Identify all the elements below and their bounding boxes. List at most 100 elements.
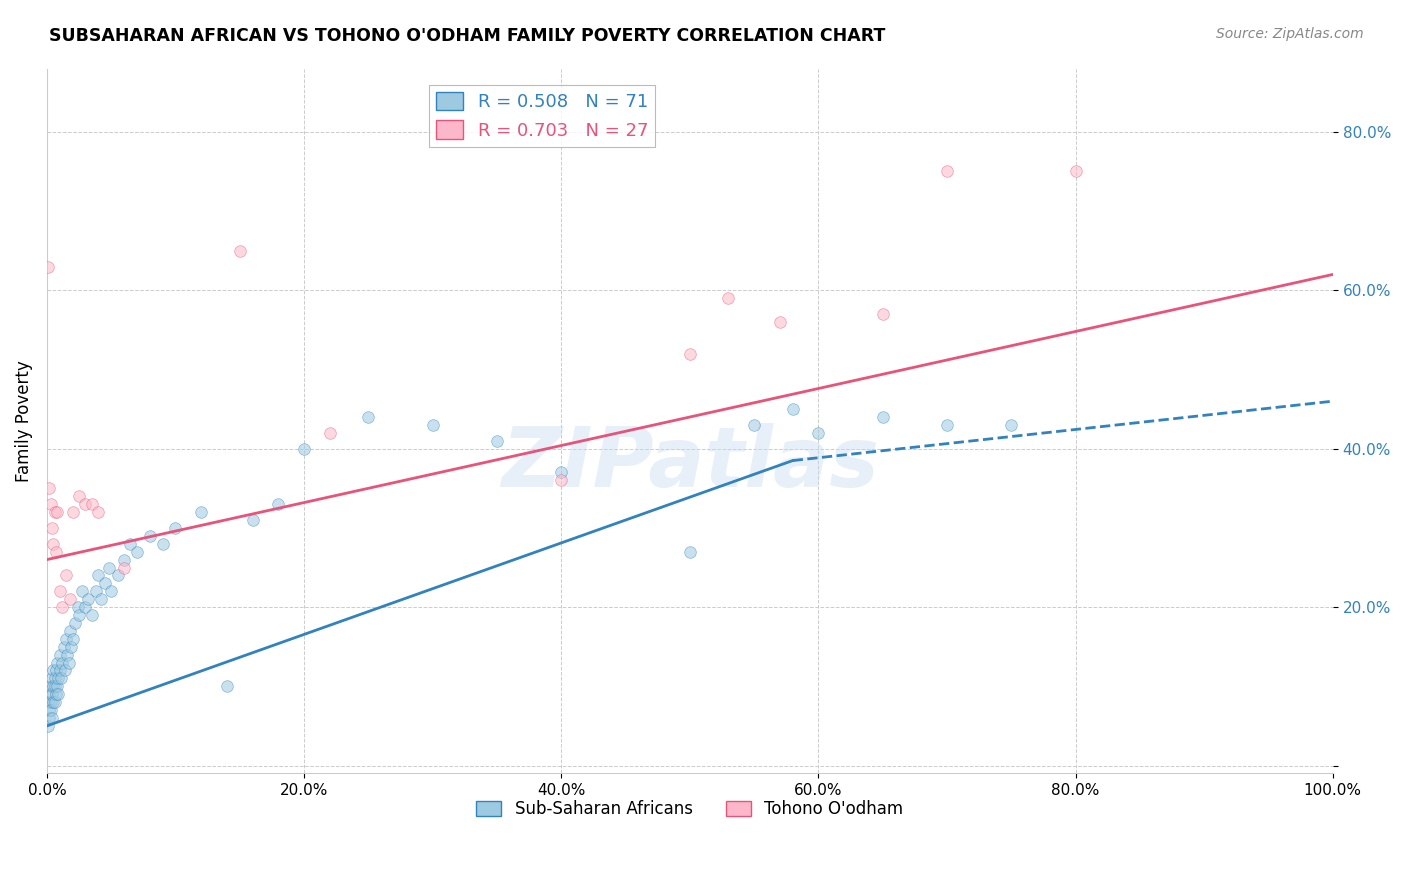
Point bbox=[44, 679, 66, 693]
Point bbox=[39, 679, 62, 693]
Point bbox=[77, 592, 100, 607]
Point bbox=[53, 664, 76, 678]
Point bbox=[807, 425, 830, 440]
Point bbox=[48, 687, 70, 701]
Point bbox=[39, 703, 62, 717]
Point bbox=[60, 640, 83, 654]
Point bbox=[42, 695, 65, 709]
Point bbox=[38, 703, 60, 717]
Point bbox=[75, 497, 97, 511]
Point bbox=[229, 244, 252, 258]
Point bbox=[80, 607, 103, 622]
Point bbox=[769, 315, 792, 329]
Point bbox=[872, 307, 894, 321]
Point bbox=[1000, 417, 1022, 432]
Point bbox=[48, 584, 70, 599]
Point bbox=[112, 552, 135, 566]
Point bbox=[48, 672, 70, 686]
Point bbox=[48, 648, 70, 662]
Point bbox=[125, 544, 148, 558]
Point bbox=[485, 434, 508, 448]
Y-axis label: Family Poverty: Family Poverty bbox=[15, 360, 32, 482]
Point bbox=[37, 719, 59, 733]
Point bbox=[51, 656, 73, 670]
Point bbox=[42, 664, 65, 678]
Point bbox=[679, 346, 702, 360]
Point bbox=[45, 544, 67, 558]
Point bbox=[267, 497, 290, 511]
Point bbox=[41, 672, 63, 686]
Point bbox=[94, 576, 117, 591]
Point bbox=[215, 679, 238, 693]
Point bbox=[39, 497, 62, 511]
Point bbox=[45, 687, 67, 701]
Point bbox=[38, 481, 60, 495]
Point bbox=[872, 410, 894, 425]
Point bbox=[37, 695, 59, 709]
Point bbox=[550, 466, 572, 480]
Point bbox=[37, 260, 59, 274]
Legend: Sub-Saharan Africans, Tohono O'odham: Sub-Saharan Africans, Tohono O'odham bbox=[470, 794, 910, 825]
Point bbox=[97, 560, 120, 574]
Point bbox=[58, 656, 80, 670]
Point bbox=[48, 664, 70, 678]
Point bbox=[66, 600, 89, 615]
Point bbox=[120, 537, 142, 551]
Point bbox=[1064, 164, 1087, 178]
Point bbox=[679, 544, 702, 558]
Point bbox=[87, 568, 110, 582]
Point bbox=[42, 679, 65, 693]
Text: Source: ZipAtlas.com: Source: ZipAtlas.com bbox=[1216, 27, 1364, 41]
Point bbox=[936, 417, 959, 432]
Point bbox=[46, 505, 69, 519]
Point bbox=[112, 560, 135, 574]
Point bbox=[292, 442, 315, 456]
Point bbox=[63, 615, 86, 630]
Point bbox=[782, 402, 804, 417]
Point bbox=[84, 584, 107, 599]
Point bbox=[52, 640, 75, 654]
Point bbox=[717, 291, 740, 305]
Point bbox=[190, 505, 212, 519]
Point bbox=[46, 656, 69, 670]
Point bbox=[44, 505, 66, 519]
Point bbox=[55, 632, 77, 646]
Point bbox=[49, 672, 72, 686]
Point bbox=[62, 505, 84, 519]
Point bbox=[41, 687, 63, 701]
Point bbox=[51, 600, 73, 615]
Point bbox=[56, 648, 79, 662]
Point bbox=[55, 568, 77, 582]
Point bbox=[46, 679, 69, 693]
Point bbox=[319, 425, 342, 440]
Point bbox=[75, 600, 97, 615]
Point bbox=[41, 521, 63, 535]
Point bbox=[90, 592, 112, 607]
Point bbox=[67, 607, 90, 622]
Point bbox=[742, 417, 765, 432]
Point bbox=[550, 474, 572, 488]
Point bbox=[107, 568, 129, 582]
Text: ZIPatlas: ZIPatlas bbox=[501, 423, 879, 504]
Point bbox=[357, 410, 380, 425]
Point bbox=[422, 417, 444, 432]
Point bbox=[139, 529, 162, 543]
Point bbox=[45, 664, 67, 678]
Point bbox=[59, 624, 82, 638]
Point bbox=[242, 513, 264, 527]
Point bbox=[165, 521, 187, 535]
Text: SUBSAHARAN AFRICAN VS TOHONO O'ODHAM FAMILY POVERTY CORRELATION CHART: SUBSAHARAN AFRICAN VS TOHONO O'ODHAM FAM… bbox=[49, 27, 886, 45]
Point bbox=[41, 711, 63, 725]
Point bbox=[44, 672, 66, 686]
Point bbox=[62, 632, 84, 646]
Point bbox=[80, 497, 103, 511]
Point bbox=[100, 584, 122, 599]
Point bbox=[87, 505, 110, 519]
Point bbox=[59, 592, 82, 607]
Point bbox=[67, 489, 90, 503]
Point bbox=[70, 584, 93, 599]
Point bbox=[936, 164, 959, 178]
Point bbox=[38, 711, 60, 725]
Point bbox=[152, 537, 174, 551]
Point bbox=[44, 695, 66, 709]
